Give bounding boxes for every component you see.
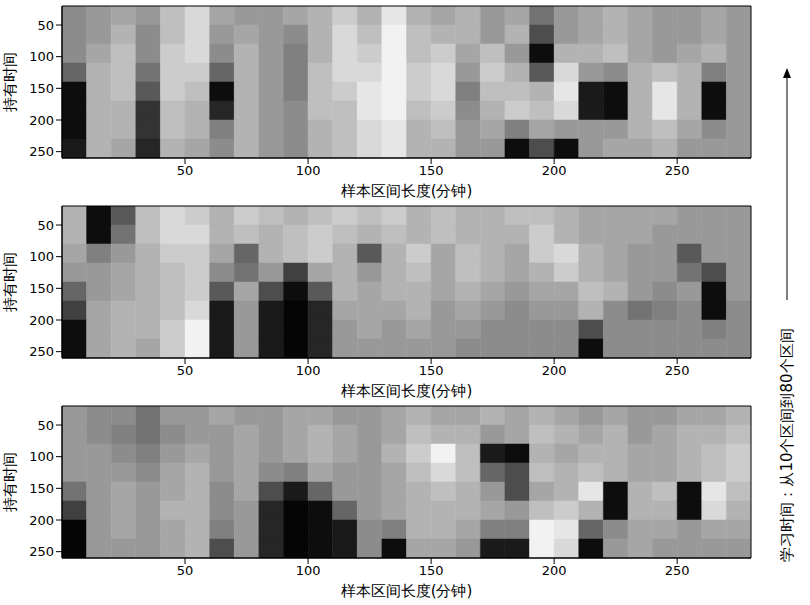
svg-text:100: 100	[29, 49, 54, 64]
svg-text:50: 50	[177, 363, 194, 378]
svg-text:250: 250	[665, 563, 690, 578]
svg-text:250: 250	[665, 363, 690, 378]
svg-text:200: 200	[29, 313, 54, 328]
svg-text:50: 50	[177, 563, 194, 578]
svg-text:持有时间: 持有时间	[1, 252, 19, 312]
svg-text:学习时间：从10个区间到80个区间: 学习时间：从10个区间到80个区间	[778, 328, 796, 561]
svg-text:样本区间长度(分钟): 样本区间长度(分钟)	[341, 382, 473, 400]
svg-text:样本区间长度(分钟): 样本区间长度(分钟)	[341, 182, 473, 200]
svg-text:250: 250	[29, 344, 54, 359]
svg-text:250: 250	[665, 163, 690, 178]
svg-text:50: 50	[177, 163, 194, 178]
svg-text:200: 200	[29, 513, 54, 528]
svg-text:100: 100	[296, 363, 321, 378]
svg-text:150: 150	[419, 363, 444, 378]
svg-text:150: 150	[29, 481, 54, 496]
svg-text:250: 250	[29, 144, 54, 159]
svg-text:150: 150	[29, 281, 54, 296]
svg-text:50: 50	[37, 218, 54, 233]
svg-text:100: 100	[29, 449, 54, 464]
svg-text:100: 100	[296, 563, 321, 578]
svg-text:250: 250	[29, 544, 54, 559]
svg-text:100: 100	[296, 163, 321, 178]
svg-text:50: 50	[37, 418, 54, 433]
svg-text:200: 200	[29, 113, 54, 128]
svg-text:持有时间: 持有时间	[1, 452, 19, 512]
svg-text:100: 100	[29, 249, 54, 264]
svg-text:样本区间长度(分钟): 样本区间长度(分钟)	[341, 582, 473, 600]
svg-text:150: 150	[419, 563, 444, 578]
svg-text:50: 50	[37, 18, 54, 33]
svg-text:150: 150	[29, 81, 54, 96]
svg-text:150: 150	[419, 163, 444, 178]
svg-text:持有时间: 持有时间	[1, 52, 19, 112]
svg-text:200: 200	[542, 363, 567, 378]
svg-text:200: 200	[542, 563, 567, 578]
svg-text:200: 200	[542, 163, 567, 178]
